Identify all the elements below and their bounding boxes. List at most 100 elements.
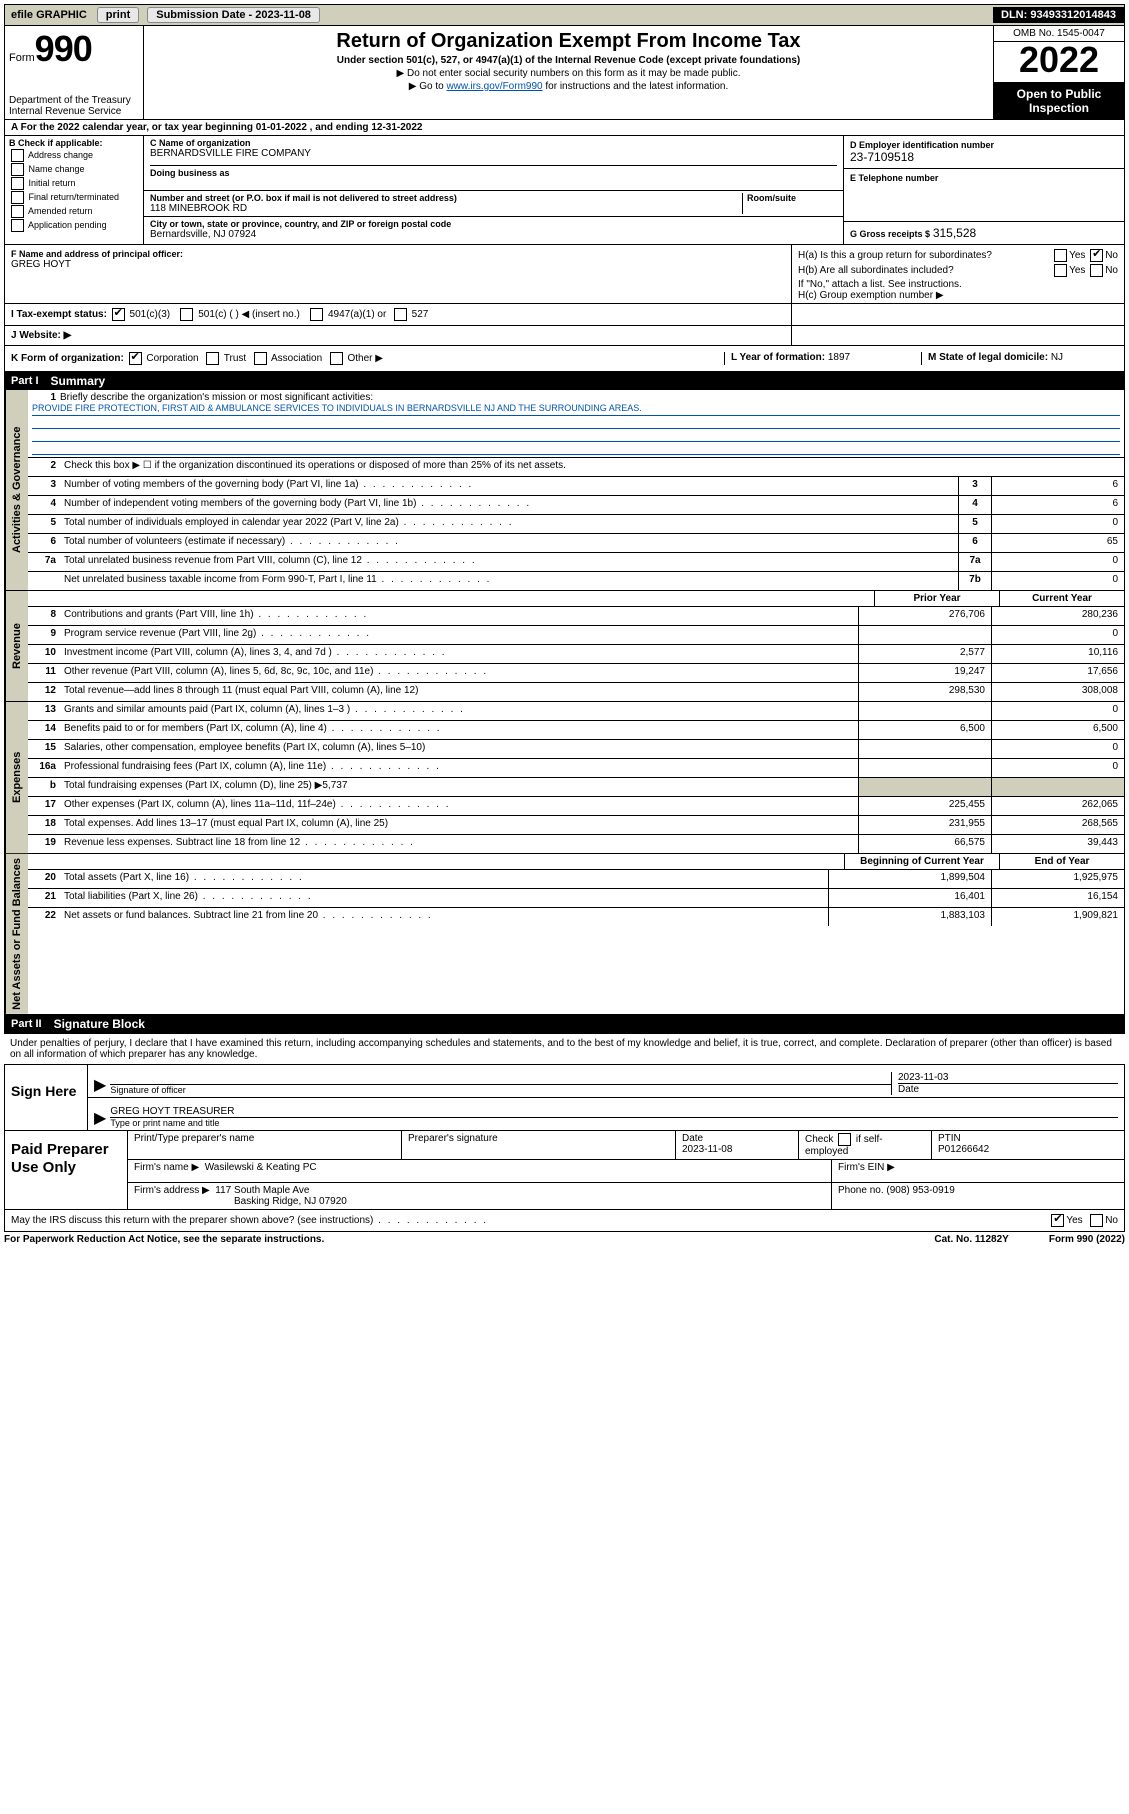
ha-yes-chk[interactable]: [1054, 249, 1067, 262]
print-button[interactable]: print: [97, 7, 139, 23]
sig-officer-field: Signature of officer: [110, 1084, 891, 1095]
chk-527[interactable]: [394, 308, 407, 321]
discuss-no-chk[interactable]: [1090, 1214, 1103, 1227]
department-label: Department of the Treasury Internal Reve…: [9, 95, 139, 117]
city-cell: City or town, state or province, country…: [144, 217, 843, 242]
hb-no-chk[interactable]: [1090, 264, 1103, 277]
sign-here-block: Sign Here ▶ Signature of officer 2023-11…: [4, 1064, 1125, 1131]
col-b-checkboxes: B Check if applicable: Address change Na…: [5, 136, 144, 244]
gov-section: Activities & Governance 1 Briefly descri…: [5, 390, 1124, 591]
chk-name-change[interactable]: Name change: [9, 163, 139, 176]
header-middle: Return of Organization Exempt From Incom…: [144, 26, 994, 119]
current-year-hdr: Current Year: [999, 591, 1124, 606]
exp-row-14: 14Benefits paid to or for members (Part …: [28, 721, 1124, 740]
tax-year: 2022: [994, 42, 1124, 83]
chk-501c3[interactable]: [112, 308, 125, 321]
prep-name-hdr: Print/Type preparer's name: [128, 1131, 402, 1159]
rev-row-8: 8Contributions and grants (Part VIII, li…: [28, 607, 1124, 626]
part1-label: Part I: [11, 375, 39, 387]
beg-year-hdr: Beginning of Current Year: [844, 854, 999, 869]
chk-application-pending[interactable]: Application pending: [9, 219, 139, 232]
paid-header-row: Print/Type preparer's name Preparer's si…: [128, 1131, 1124, 1160]
pra-notice: For Paperwork Reduction Act Notice, see …: [4, 1234, 324, 1245]
chk-trust[interactable]: [206, 352, 219, 365]
form-ref: Form 990 (2022): [1049, 1234, 1125, 1245]
submission-date-button[interactable]: Submission Date - 2023-11-08: [147, 7, 320, 23]
chk-amended-return[interactable]: Amended return: [9, 205, 139, 218]
note-ssn: ▶ Do not enter social security numbers o…: [150, 68, 987, 79]
ein-value: 23-7109518: [850, 150, 1118, 164]
sign-here-label: Sign Here: [5, 1065, 88, 1130]
ha-row: H(a) Is this a group return for subordin…: [798, 249, 1118, 262]
website-cell: J Website: ▶: [5, 326, 792, 345]
discuss-yes-chk[interactable]: [1051, 1214, 1064, 1227]
sidetab-gov: Activities & Governance: [5, 390, 28, 590]
gross-receipts-cell: G Gross receipts $ 315,528: [844, 222, 1124, 244]
block-bcdeg: B Check if applicable: Address change Na…: [5, 136, 1124, 245]
e-label: E Telephone number: [850, 173, 1118, 183]
exp-content: 13Grants and similar amounts paid (Part …: [28, 702, 1124, 853]
part1-header: Part I Summary: [5, 372, 1124, 390]
room-label: Room/suite: [747, 193, 837, 203]
na-row-21: 21Total liabilities (Part X, line 26)16,…: [28, 889, 1124, 908]
addr-label: Number and street (or P.O. box if mail i…: [150, 193, 738, 203]
sign-here-right: ▶ Signature of officer 2023-11-03 Date ▶…: [88, 1065, 1124, 1130]
chk-corp[interactable]: [129, 352, 142, 365]
efile-topbar: efile GRAPHIC print Submission Date - 20…: [4, 4, 1125, 26]
col-h: H(a) Is this a group return for subordin…: [792, 245, 1124, 303]
chk-assoc[interactable]: [254, 352, 267, 365]
part2-header: Part II Signature Block: [5, 1015, 1124, 1033]
gov-row-7b: Net unrelated business taxable income fr…: [28, 572, 1124, 590]
hb-yes-chk[interactable]: [1054, 264, 1067, 277]
org-name-cell: C Name of organization BERNARDSVILLE FIR…: [144, 136, 843, 191]
chk-self-employed[interactable]: [838, 1133, 851, 1146]
ha-no-chk[interactable]: [1090, 249, 1103, 262]
part2-name: Signature Block: [54, 1017, 145, 1031]
sig-row-2: ▶ GREG HOYT TREASURER Type or print name…: [88, 1098, 1124, 1130]
sig-row-1: ▶ Signature of officer 2023-11-03 Date: [88, 1065, 1124, 1098]
firm-addr-row: Firm's address ▶ 117 South Maple Ave Bas…: [128, 1183, 1124, 1209]
row-i: I Tax-exempt status: 501(c)(3) 501(c) ( …: [5, 304, 1124, 326]
i-label: I Tax-exempt status:: [11, 309, 107, 320]
address-cell: Number and street (or P.O. box if mail i…: [144, 191, 843, 217]
hb-label: H(b) Are all subordinates included?: [798, 265, 954, 276]
na-hdr-spacer: [28, 854, 844, 869]
org-name: BERNARDSVILLE FIRE COMPANY: [150, 148, 837, 159]
sig-date-field: 2023-11-03 Date: [891, 1072, 1118, 1095]
firm-addr-cell: Firm's address ▶ 117 South Maple Ave Bas…: [128, 1183, 832, 1209]
exp-row-13: 13Grants and similar amounts paid (Part …: [28, 702, 1124, 721]
prep-selfemp-cell: Check if self-employed: [799, 1131, 932, 1159]
form-frame: Form 990 Department of the Treasury Inte…: [4, 26, 1125, 1034]
na-row-22: 22Net assets or fund balances. Subtract …: [28, 908, 1124, 926]
mission-line3: [32, 429, 1120, 442]
note2b: for instructions and the latest informat…: [543, 81, 729, 92]
c-label: C Name of organization: [150, 138, 837, 148]
rev-row-9: 9Program service revenue (Part VIII, lin…: [28, 626, 1124, 645]
na-col-header: Beginning of Current Year End of Year: [28, 854, 1124, 870]
chk-initial-return[interactable]: Initial return: [9, 177, 139, 190]
part2-label: Part II: [11, 1018, 42, 1030]
exp-row-16b: bTotal fundraising expenses (Part IX, co…: [28, 778, 1124, 797]
chk-4947[interactable]: [310, 308, 323, 321]
bottom-line: For Paperwork Reduction Act Notice, see …: [4, 1232, 1125, 1247]
rev-row-12: 12Total revenue—add lines 8 through 11 (…: [28, 683, 1124, 701]
g-value: 315,528: [933, 226, 976, 240]
chk-address-change[interactable]: Address change: [9, 149, 139, 162]
addr-value: 118 MINEBROOK RD: [150, 203, 738, 214]
row-j-right: [792, 326, 1124, 345]
irs-link[interactable]: www.irs.gov/Form990: [446, 81, 542, 92]
mission-block: 1 Briefly describe the organization's mi…: [28, 390, 1124, 458]
mission-line4: [32, 442, 1120, 455]
note-link: ▶ Go to www.irs.gov/Form990 for instruct…: [150, 81, 987, 92]
part1-name: Summary: [51, 374, 106, 388]
mission-text: PROVIDE FIRE PROTECTION, FIRST AID & AMB…: [32, 403, 1120, 416]
year-formation: L Year of formation: 1897: [724, 352, 921, 365]
chk-final-return[interactable]: Final return/terminated: [9, 191, 139, 204]
chk-other[interactable]: [330, 352, 343, 365]
chk-501c[interactable]: [180, 308, 193, 321]
tax-exempt-cell: I Tax-exempt status: 501(c)(3) 501(c) ( …: [5, 304, 792, 325]
row-j: J Website: ▶: [5, 326, 1124, 346]
hb-row: H(b) Are all subordinates included? Yes …: [798, 264, 1118, 277]
form-of-org: K Form of organization: Corporation Trus…: [11, 352, 724, 365]
row-fh: F Name and address of principal officer:…: [5, 245, 1124, 304]
